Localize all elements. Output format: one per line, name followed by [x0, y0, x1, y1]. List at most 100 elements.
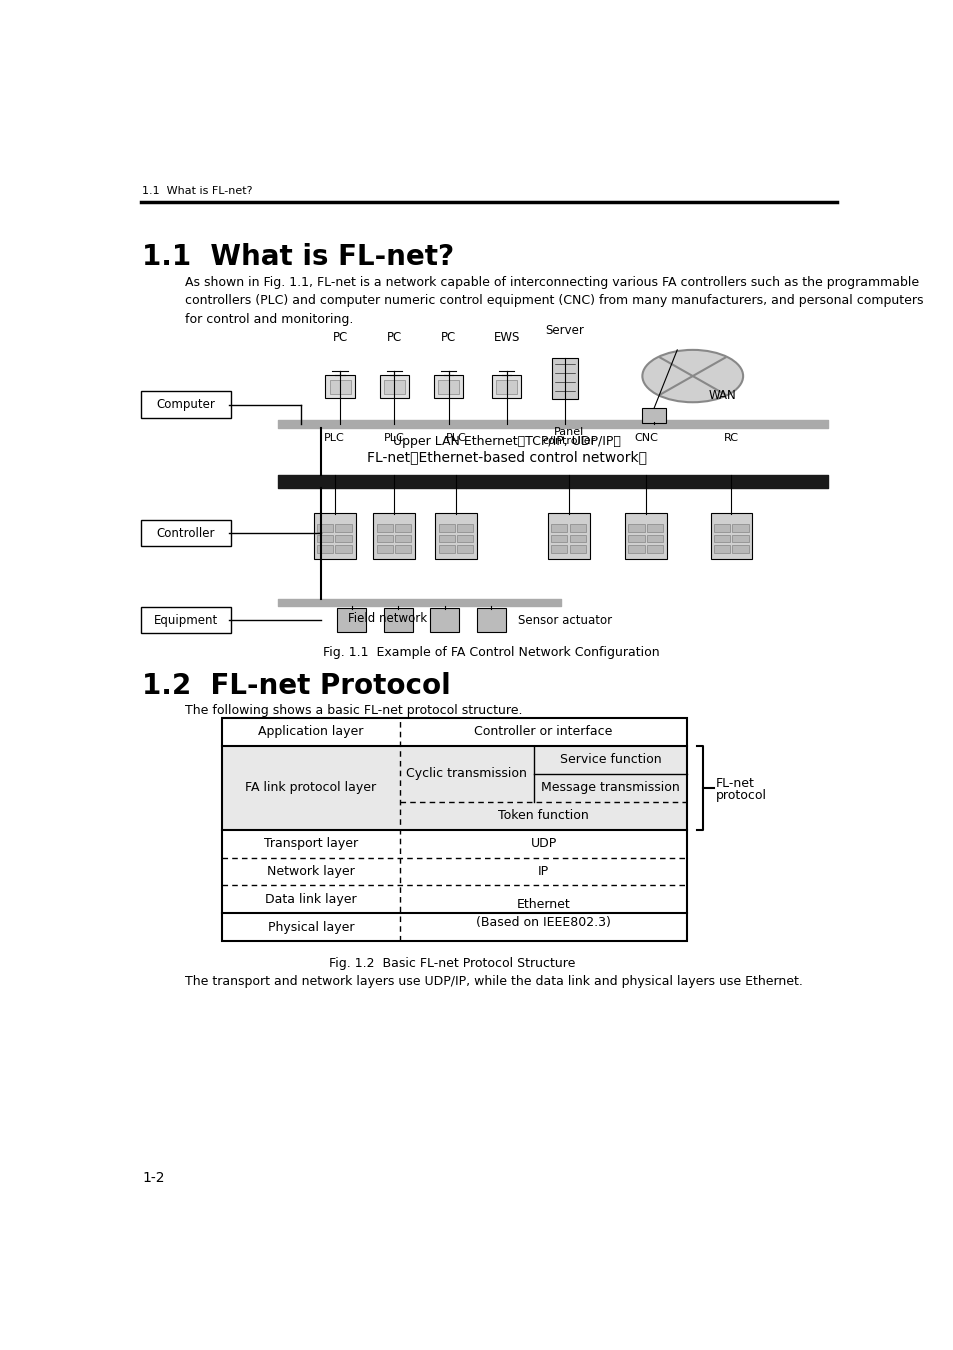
Text: Token function: Token function: [497, 809, 588, 822]
Bar: [569, 545, 585, 554]
Text: PC: PC: [440, 332, 456, 344]
Text: Equipment: Equipment: [153, 614, 218, 626]
FancyBboxPatch shape: [624, 513, 666, 559]
Bar: [713, 535, 729, 543]
Text: Fig. 1.1  Example of FA Control Network Configuration: Fig. 1.1 Example of FA Control Network C…: [323, 645, 659, 659]
Text: FL-net: FL-net: [716, 776, 754, 790]
FancyBboxPatch shape: [641, 408, 665, 423]
Bar: [395, 535, 411, 543]
FancyBboxPatch shape: [492, 374, 521, 398]
Text: Data link layer: Data link layer: [265, 892, 356, 906]
Text: PLC: PLC: [446, 433, 466, 443]
Bar: [222, 718, 686, 941]
Text: The transport and network layers use UDP/IP, while the data link and physical la: The transport and network layers use UDP…: [185, 975, 802, 988]
Bar: [646, 545, 662, 554]
Bar: [713, 524, 729, 532]
FancyBboxPatch shape: [141, 392, 231, 417]
Bar: [628, 535, 644, 543]
FancyBboxPatch shape: [437, 379, 458, 394]
Bar: [628, 524, 644, 532]
Bar: [316, 524, 333, 532]
Text: CNC: CNC: [634, 433, 658, 443]
Text: 1.2  FL-net Protocol: 1.2 FL-net Protocol: [142, 672, 451, 699]
Text: FL-net（Ethernet-based control network）: FL-net（Ethernet-based control network）: [366, 451, 646, 464]
Text: Ethernet
(Based on IEEE802.3): Ethernet (Based on IEEE802.3): [476, 898, 610, 929]
Bar: [569, 524, 585, 532]
FancyBboxPatch shape: [373, 513, 415, 559]
FancyBboxPatch shape: [383, 608, 413, 632]
Text: Network layer: Network layer: [267, 865, 355, 878]
Bar: [335, 524, 352, 532]
Bar: [395, 545, 411, 554]
Text: controller: controller: [541, 436, 595, 446]
Text: Physical layer: Physical layer: [268, 921, 354, 934]
Text: FA link protocol layer: FA link protocol layer: [245, 782, 376, 794]
Bar: [438, 535, 455, 543]
Text: 1.1  What is FL-net?: 1.1 What is FL-net?: [142, 186, 253, 196]
Bar: [222, 745, 686, 830]
Ellipse shape: [641, 350, 742, 402]
Bar: [550, 545, 567, 554]
Bar: [438, 524, 455, 532]
Text: Controller: Controller: [156, 526, 215, 540]
Bar: [628, 545, 644, 554]
Text: Server: Server: [545, 324, 583, 336]
Text: Transport layer: Transport layer: [264, 837, 357, 850]
Bar: [550, 535, 567, 543]
Text: The following shows a basic FL-net protocol structure.: The following shows a basic FL-net proto…: [185, 705, 522, 717]
Bar: [316, 535, 333, 543]
Text: Message transmission: Message transmission: [540, 782, 679, 794]
Text: WAN: WAN: [707, 389, 735, 402]
FancyBboxPatch shape: [476, 608, 505, 632]
FancyBboxPatch shape: [379, 374, 409, 398]
Bar: [456, 545, 473, 554]
FancyBboxPatch shape: [325, 374, 355, 398]
Text: PLC: PLC: [324, 433, 345, 443]
FancyBboxPatch shape: [551, 358, 578, 400]
FancyBboxPatch shape: [141, 520, 231, 547]
Text: Field network: Field network: [348, 612, 427, 625]
Bar: [569, 535, 585, 543]
Bar: [646, 524, 662, 532]
Text: 1-2: 1-2: [142, 1170, 165, 1184]
Text: Controller or interface: Controller or interface: [474, 725, 612, 738]
FancyBboxPatch shape: [314, 513, 355, 559]
Bar: [316, 545, 333, 554]
Text: PC: PC: [386, 332, 401, 344]
FancyBboxPatch shape: [435, 513, 476, 559]
Text: Application layer: Application layer: [258, 725, 363, 738]
Bar: [732, 545, 748, 554]
FancyBboxPatch shape: [330, 379, 350, 394]
Bar: [335, 545, 352, 554]
Text: Computer: Computer: [156, 398, 215, 410]
Text: Cyclic transmission: Cyclic transmission: [406, 767, 527, 780]
FancyBboxPatch shape: [383, 379, 404, 394]
Bar: [646, 535, 662, 543]
Text: EWS: EWS: [493, 332, 519, 344]
Bar: [713, 545, 729, 554]
Text: 1.1  What is FL-net?: 1.1 What is FL-net?: [142, 243, 455, 271]
Text: Service function: Service function: [559, 753, 660, 767]
Text: As shown in Fig. 1.1, FL-net is a network capable of interconnecting various FA : As shown in Fig. 1.1, FL-net is a networ…: [185, 275, 923, 325]
Bar: [456, 524, 473, 532]
FancyBboxPatch shape: [430, 608, 459, 632]
Bar: [550, 524, 567, 532]
Bar: [376, 524, 393, 532]
FancyBboxPatch shape: [496, 379, 517, 394]
Text: Sensor actuator: Sensor actuator: [517, 614, 612, 628]
FancyBboxPatch shape: [710, 513, 752, 559]
Bar: [732, 524, 748, 532]
Bar: [456, 535, 473, 543]
Text: protocol: protocol: [716, 788, 766, 802]
Bar: [438, 545, 455, 554]
Text: IP: IP: [537, 865, 549, 878]
Bar: [395, 524, 411, 532]
FancyBboxPatch shape: [336, 608, 366, 632]
Bar: [376, 545, 393, 554]
Text: RC: RC: [723, 433, 739, 443]
FancyBboxPatch shape: [141, 608, 231, 633]
Bar: [335, 535, 352, 543]
Text: Fig. 1.2  Basic FL-net Protocol Structure: Fig. 1.2 Basic FL-net Protocol Structure: [329, 957, 575, 969]
Text: PC: PC: [333, 332, 348, 344]
Text: Upper LAN Ethernet（TCP/IP, UDP/IP）: Upper LAN Ethernet（TCP/IP, UDP/IP）: [393, 435, 620, 448]
